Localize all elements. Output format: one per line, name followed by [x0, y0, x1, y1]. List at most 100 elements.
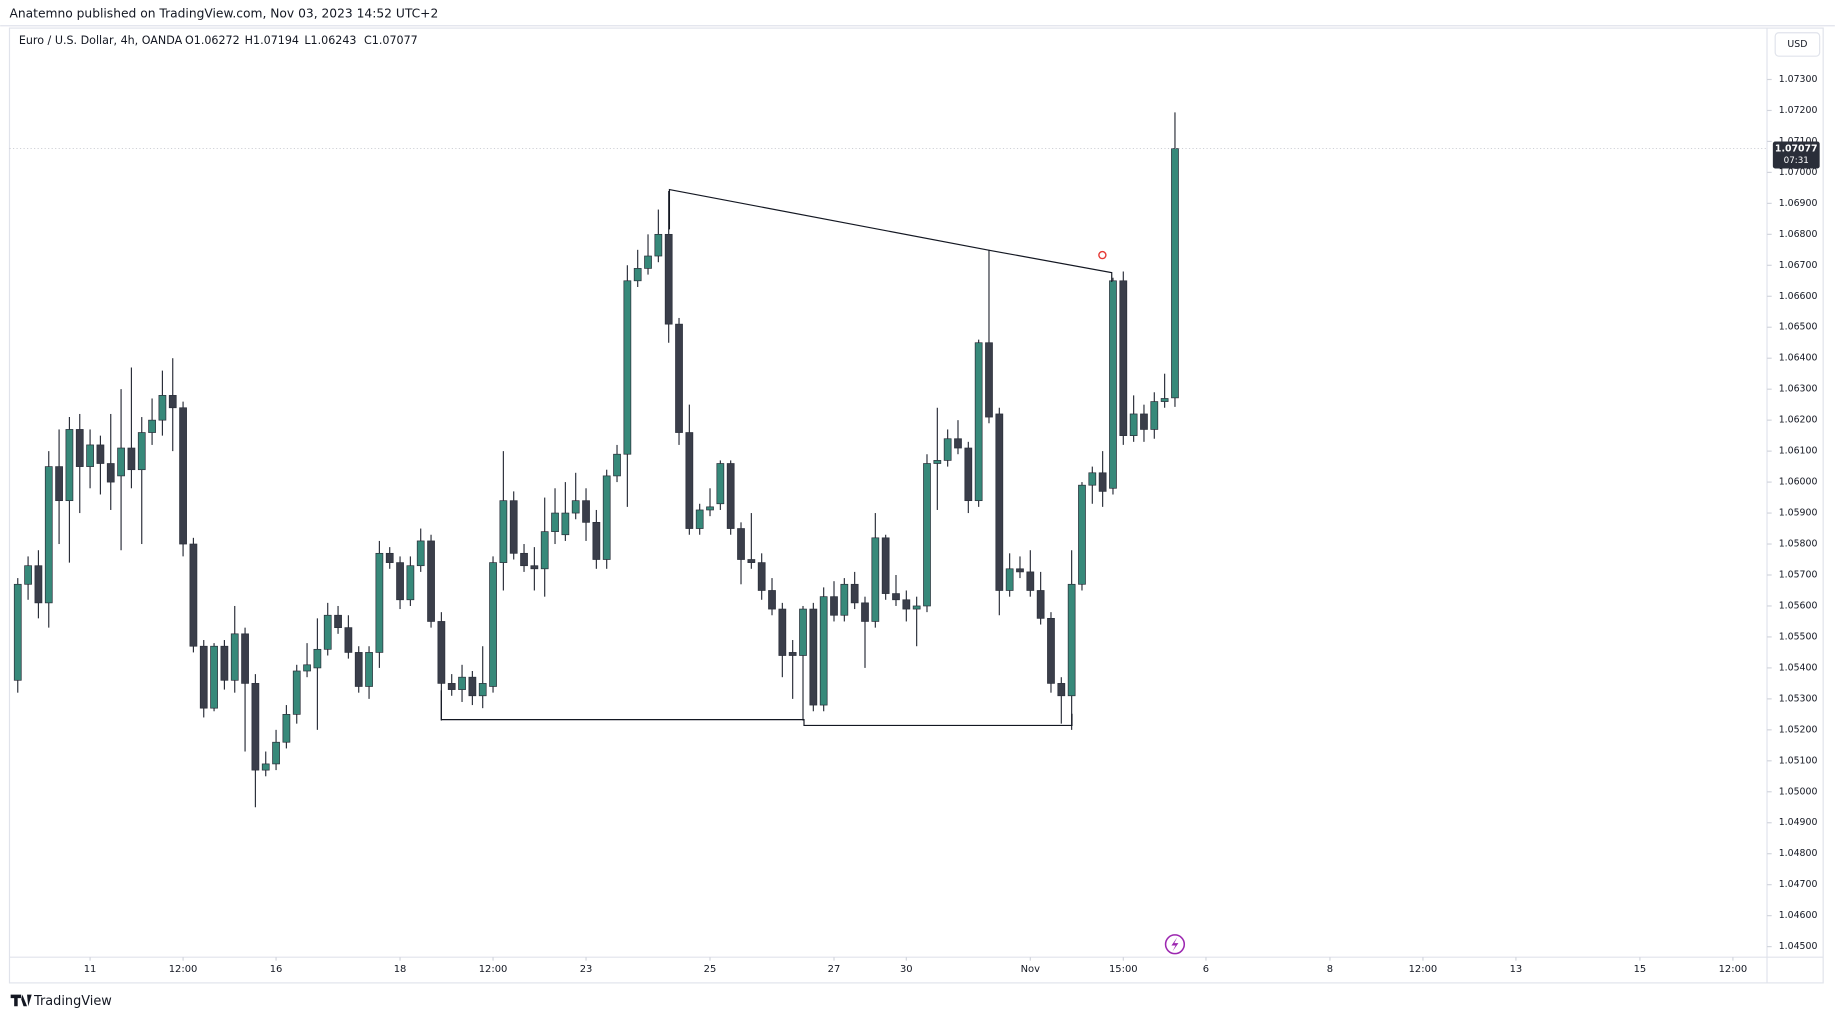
candle-body [623, 280, 632, 455]
candles [13, 112, 1179, 808]
candle-body [778, 608, 787, 656]
candle-body [757, 562, 766, 591]
currency-button[interactable] [1774, 32, 1821, 57]
candle-body [44, 466, 53, 604]
candle-body [747, 559, 756, 563]
y-tick-label: 1.07100 [1779, 136, 1818, 147]
x-tick-label: 13 [1510, 964, 1523, 975]
event-bolt [1171, 937, 1179, 952]
y-tick-label: 1.05800 [1779, 539, 1818, 550]
currency-label: USD [1787, 39, 1807, 50]
x-tick-label: 27 [828, 964, 841, 975]
candle-body [1119, 280, 1128, 436]
y-tick-label: 1.04600 [1779, 910, 1818, 921]
candle-body [954, 438, 962, 449]
candle-body [1088, 472, 1097, 486]
candle-body [1109, 280, 1117, 489]
candle-body [406, 565, 415, 601]
candle-body [158, 395, 167, 421]
candle-body [1067, 583, 1076, 697]
candle-body [923, 463, 931, 607]
y-tick-label: 1.06300 [1779, 384, 1818, 395]
candle-body [726, 463, 735, 529]
candle-body [1016, 568, 1024, 573]
candle-body [1160, 398, 1169, 402]
candle-body [396, 562, 404, 601]
candle-body [912, 605, 921, 610]
candle-body [1036, 590, 1045, 619]
symbol-info: Euro / U.S. Dollar, 4h, OANDA [19, 34, 183, 47]
y-tick-label: 1.05900 [1779, 508, 1818, 519]
candle-body [871, 537, 880, 622]
candle-body [489, 562, 497, 687]
candle-body [881, 537, 890, 594]
last-price-box [1772, 141, 1820, 169]
candle-body [737, 528, 745, 560]
candle-body [716, 463, 725, 505]
x-tick-label: 18 [394, 964, 407, 975]
axes: 1.07300 1.07200 1.07100 1.07000 1.06900 1.068… [84, 74, 1818, 975]
candle-body [830, 596, 838, 616]
candle-body [354, 652, 363, 687]
candle-body [571, 500, 580, 514]
candle-body [210, 645, 218, 709]
candle-body [447, 683, 456, 690]
candle-body [695, 509, 704, 529]
candle-body [385, 552, 394, 563]
candle-body [179, 407, 187, 545]
y-tick-label: 1.04500 [1779, 941, 1818, 952]
candle-body [561, 512, 570, 536]
alert-marker[interactable] [1098, 250, 1107, 260]
candle-body [850, 583, 859, 604]
candle-body [799, 608, 807, 656]
x-tick-label: 12:00 [169, 964, 198, 975]
candle-body [819, 596, 828, 706]
candle-body [241, 633, 249, 684]
x-tick-label: 15:00 [1109, 964, 1138, 975]
candle-body [13, 583, 22, 681]
brand-logo [10, 994, 32, 1007]
candle-body [168, 395, 177, 409]
candle-body [1098, 472, 1107, 492]
candle-body [230, 633, 239, 681]
y-tick-label: 1.05100 [1779, 755, 1818, 766]
x-tick-label: 15 [1634, 964, 1647, 975]
candle-body [334, 614, 342, 628]
y-tick-label: 1.05700 [1779, 569, 1818, 580]
candle-body [582, 500, 590, 523]
candle-body [995, 413, 1004, 591]
drawings [440, 188, 1113, 727]
candle-body [706, 506, 714, 511]
candle-body [468, 676, 477, 697]
candle-body [664, 233, 673, 325]
ohlc-value: L1.06243 [304, 34, 356, 47]
y-tick-label: 1.07300 [1779, 74, 1818, 85]
ohlc-value: C1.07077 [364, 34, 418, 47]
candle-body [96, 444, 105, 464]
x-tick-label: 23 [580, 964, 593, 975]
candle-body [375, 552, 384, 653]
chart-frame [8, 27, 1824, 984]
candle-body [323, 614, 332, 650]
candle-body [499, 500, 508, 563]
candle-body [199, 645, 208, 709]
candle-body [675, 323, 683, 433]
candle-body [137, 432, 146, 471]
candle-body [633, 268, 642, 282]
ohlc-value: H1.07194 [245, 34, 299, 47]
x-tick-label: 6 [1203, 964, 1209, 975]
candle-body [788, 652, 797, 656]
y-tick-label: 1.05600 [1779, 600, 1818, 611]
ohlc-value: O1.06272 [185, 34, 240, 47]
y-tick-label: 1.06800 [1779, 229, 1818, 240]
candle-body [861, 602, 869, 622]
y-tick-label: 1.04700 [1779, 879, 1818, 890]
ohlc-legend: O1.06272 H1.07194 L1.06243 C1.07077 [185, 34, 418, 47]
y-tick-label: 1.06900 [1779, 198, 1818, 209]
candle-body [530, 565, 539, 570]
candle-body [272, 741, 280, 765]
candle-body [458, 676, 466, 690]
brand-name: TradingView [33, 994, 112, 1009]
y-tick-label: 1.07200 [1779, 105, 1818, 116]
